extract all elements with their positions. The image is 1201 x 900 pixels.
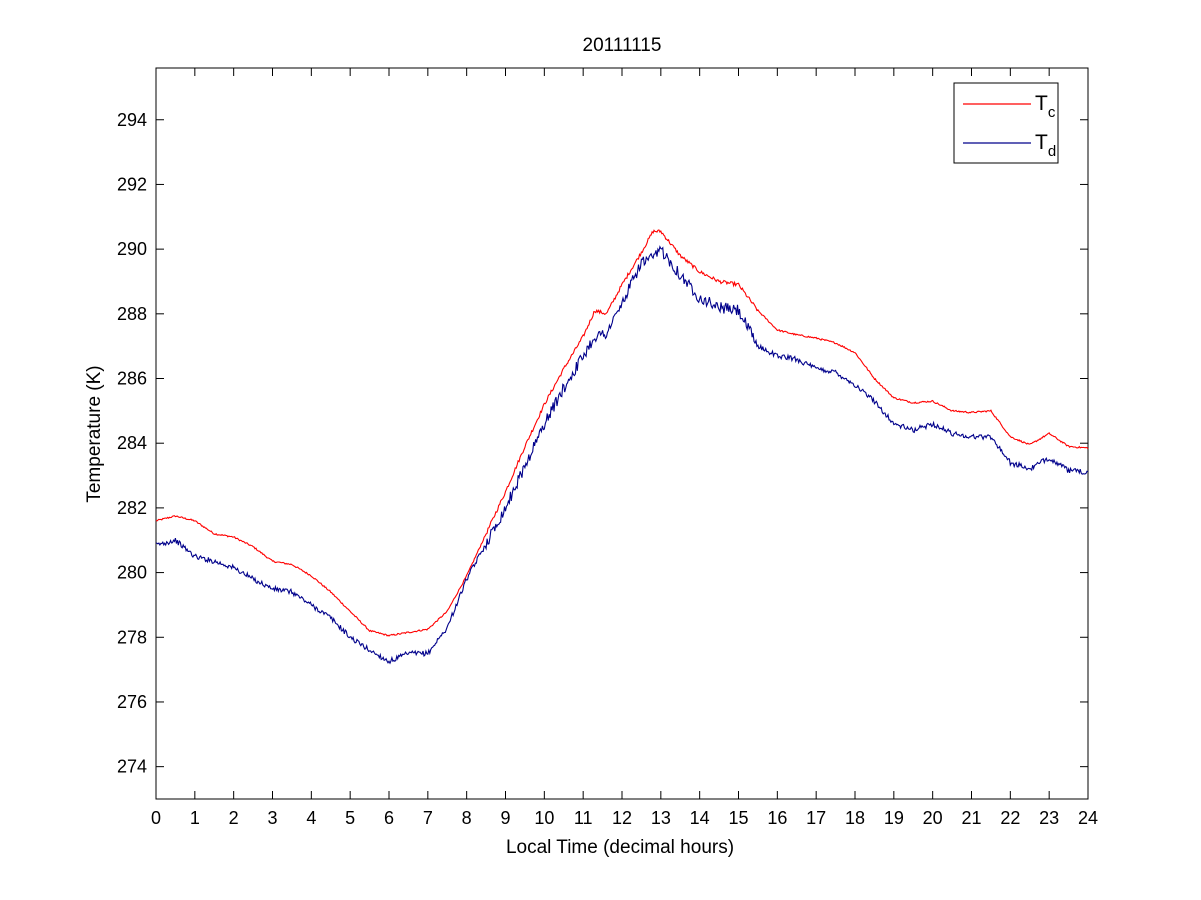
x-tick-label: 17 — [806, 808, 826, 828]
x-tick-label: 23 — [1039, 808, 1059, 828]
tick-labels: 0 1 2 3 4 5 6 7 8 9 10 11 12 13 14 15 16 17 18 19 20 21 22 23 24… — [117, 110, 1098, 828]
series-line-td — [155, 245, 1089, 665]
chart-title: 20111115 — [583, 35, 662, 56]
x-tick-label: 16 — [767, 808, 787, 828]
x-tick-label: 0 — [151, 808, 161, 828]
x-tick-label: 5 — [345, 808, 355, 828]
series-lines — [155, 229, 1089, 665]
y-axis-title: Temperature (K) — [84, 365, 105, 502]
x-tick-label: 8 — [462, 808, 472, 828]
y-tick-label: 294 — [117, 110, 147, 130]
tick-marks — [155, 68, 1089, 799]
y-tick-label: 286 — [117, 369, 147, 389]
x-tick-label: 9 — [500, 808, 510, 828]
x-tick-label: 15 — [728, 808, 748, 828]
series-line-tc — [155, 229, 1089, 637]
y-tick-label: 276 — [117, 692, 147, 712]
x-tick-label: 24 — [1078, 808, 1098, 828]
x-tick-label: 14 — [690, 808, 710, 828]
y-tick-label: 290 — [117, 239, 147, 259]
x-tick-label: 20 — [923, 808, 943, 828]
x-tick-label: 6 — [384, 808, 394, 828]
x-tick-label: 18 — [845, 808, 865, 828]
legend-box — [953, 82, 1059, 164]
legend-label-tc: Tc — [1035, 92, 1056, 121]
x-tick-label: 10 — [534, 808, 554, 828]
legend-label-td: Td — [1035, 131, 1056, 160]
x-tick-label: 4 — [306, 808, 316, 828]
x-tick-label: 3 — [267, 808, 277, 828]
y-tick-label: 288 — [117, 304, 147, 324]
plot-area — [155, 67, 1089, 800]
y-tick-label: 278 — [117, 627, 147, 647]
y-tick-label: 274 — [117, 757, 147, 777]
x-tick-label: 11 — [574, 808, 593, 828]
x-tick-label: 2 — [229, 808, 239, 828]
x-tick-label: 22 — [1000, 808, 1020, 828]
x-axis-title: Local Time (decimal hours) — [506, 837, 734, 858]
y-tick-label: 292 — [117, 174, 147, 194]
legend: Tc Td — [953, 82, 1059, 164]
y-tick-label: 280 — [117, 563, 147, 583]
x-tick-label: 13 — [651, 808, 671, 828]
x-tick-label: 7 — [423, 808, 433, 828]
x-tick-label: 12 — [612, 808, 632, 828]
x-tick-label: 1 — [190, 808, 200, 828]
y-tick-label: 284 — [117, 433, 147, 453]
y-tick-label: 282 — [117, 498, 147, 518]
x-tick-label: 21 — [961, 808, 981, 828]
x-tick-label: 19 — [884, 808, 904, 828]
